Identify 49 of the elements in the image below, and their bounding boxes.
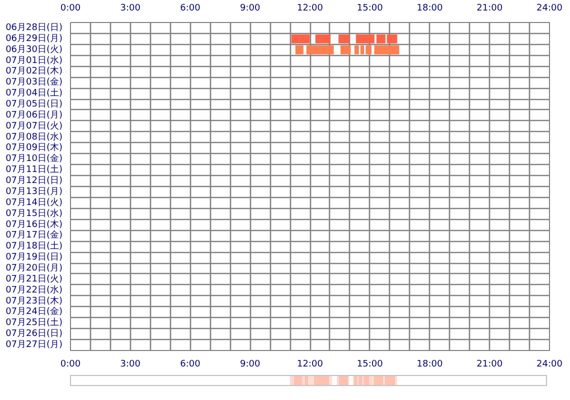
y-tick-label: 07月10日(金) [6, 153, 63, 164]
y-tick-label: 07月12日(日) [6, 176, 63, 186]
x2-tick-label: 15:00 [356, 360, 384, 370]
x2-tick-label: 6:00 [180, 360, 201, 370]
y-tick-label: 07月06日(月) [6, 110, 63, 120]
y-tick-label: 07月09日(木) [6, 142, 63, 154]
y-tick-label: 07月24日(金) [6, 306, 63, 318]
y-tick-label: 06月28日(日) [6, 22, 63, 33]
y-tick-label: 07月27日(月) [6, 340, 63, 350]
y-tick-label: 06月30日(火) [6, 44, 63, 55]
x-tick-label: 0:00 [60, 4, 81, 14]
y-tick-label: 07月04日(土) [6, 88, 63, 99]
x2-tick-label: 18:00 [416, 360, 443, 370]
y-tick-label: 07月08日(水) [6, 131, 63, 142]
y-tick-label: 07月01日(水) [6, 54, 63, 66]
bar [374, 45, 400, 54]
y-tick-label: 07月23日(木) [6, 295, 63, 306]
x-tick-label: 21:00 [476, 4, 503, 14]
y-tick-label: 07月13日(月) [6, 186, 63, 197]
x2-tick-label: 21:00 [476, 360, 503, 370]
x2-tick-label: 9:00 [240, 360, 261, 370]
x2-tick-label: 0:00 [60, 360, 81, 370]
x-tick-label: 18:00 [416, 4, 443, 14]
y-tick-label: 07月25日(土) [6, 317, 63, 328]
x-tick-label: 3:00 [120, 4, 141, 14]
x-tick-label: 15:00 [356, 4, 384, 14]
y-tick-label: 07月17日(金) [6, 230, 63, 241]
y-tick-label: 07月26日(日) [6, 329, 63, 340]
x-tick-label: 6:00 [180, 4, 201, 14]
y-tick-label: 07月20日(月) [6, 264, 63, 274]
y-tick-label: 07月19日(日) [6, 252, 63, 263]
y-tick-label: 07月03日(金) [6, 76, 63, 88]
x-tick-label: 24:00 [536, 4, 563, 14]
y-tick-label: 07月11日(土) [6, 164, 63, 176]
y-tick-label: 07月21日(火) [6, 273, 63, 284]
y-tick-label: 07月16日(木) [6, 218, 63, 230]
x-tick-label: 9:00 [240, 4, 261, 14]
y-tick-label: 07月18日(土) [6, 240, 63, 252]
y-tick-label: 07月05日(日) [6, 100, 63, 110]
y-tick-label: 07月14日(火) [6, 196, 63, 208]
x2-tick-label: 24:00 [536, 360, 563, 370]
y-tick-label: 07月22日(水) [6, 284, 63, 296]
x2-tick-label: 3:00 [120, 360, 141, 370]
x-tick-label: 12:00 [297, 4, 324, 14]
y-tick-label: 06月29日(月) [6, 34, 63, 44]
y-tick-label: 07月15日(水) [6, 208, 63, 219]
y-tick-label: 07月02日(木) [6, 66, 63, 77]
y-tick-label: 07月07日(火) [6, 120, 63, 132]
x2-tick-label: 12:00 [297, 360, 324, 370]
